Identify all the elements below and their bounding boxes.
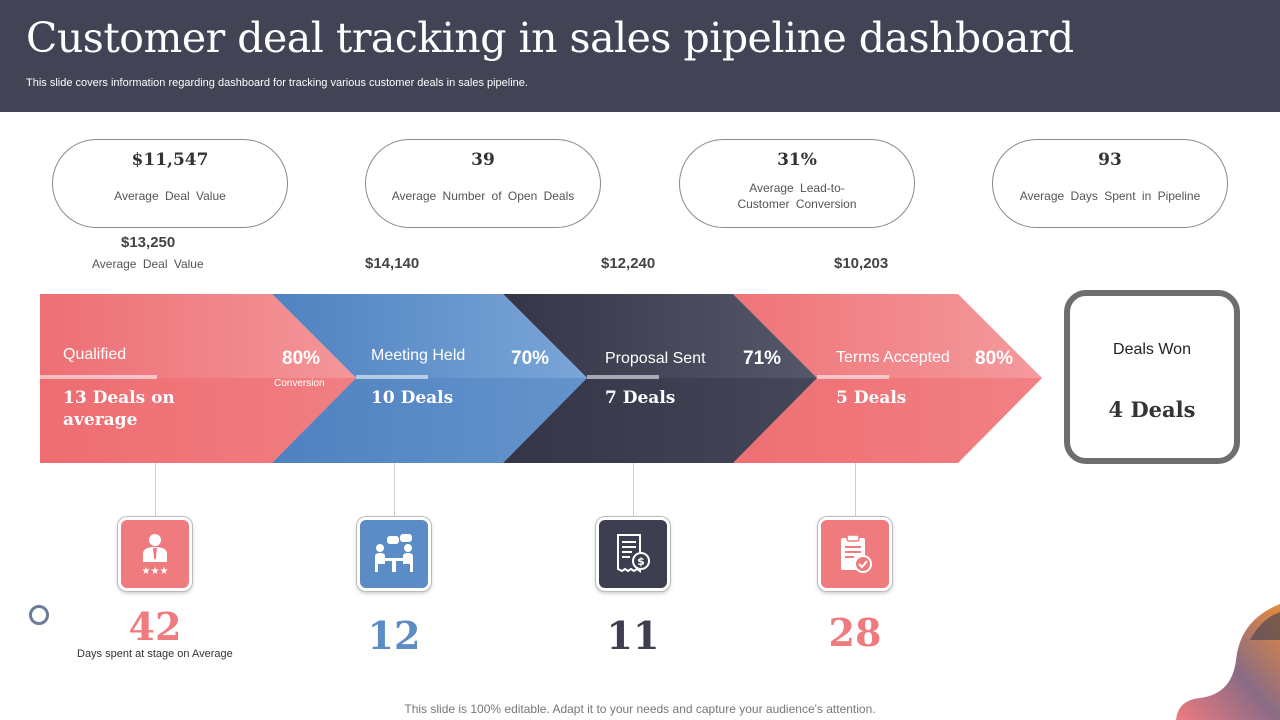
kpi-value: $11,547	[131, 150, 209, 170]
stage-progress-bar	[587, 375, 659, 379]
deals-won-card: Deals Won 4 Deals	[1064, 290, 1240, 464]
kpi-days-in-pipeline: 93 Average Days Spent in Pipeline	[992, 139, 1228, 228]
deal-value-terms: $10,203	[834, 255, 889, 272]
stage-terms-accepted-label: Terms Accepted	[836, 349, 950, 366]
stage-progress-bar	[817, 375, 889, 379]
days-qualified: 42	[128, 604, 182, 649]
conversion-label: Conversion	[274, 378, 325, 389]
kpi-average-deal-value: $11,547 Average Deal Value	[52, 139, 288, 228]
kpi-label: Average Lead-to-Customer Conversion	[737, 181, 857, 211]
connector-line	[633, 463, 634, 518]
connector-line	[855, 463, 856, 518]
rated-employee-icon: ★★★	[118, 517, 192, 591]
kpi-label: Average Deal Value	[114, 189, 226, 203]
footer-note: This slide is 100% editable. Adapt it to…	[404, 702, 876, 716]
meeting-icon	[357, 517, 431, 591]
connector-line	[155, 463, 156, 518]
kpi-value: 31%	[777, 150, 817, 170]
svg-text:★★★: ★★★	[142, 566, 169, 576]
decorative-ring	[29, 605, 49, 625]
deal-value-proposal: $12,240	[601, 255, 656, 272]
page-subtitle: This slide covers information regarding …	[26, 77, 528, 89]
kpi-open-deals: 39 Average Number of Open Deals	[365, 139, 601, 228]
stage-meeting-held-label: Meeting Held	[371, 347, 466, 364]
days-terms-accepted: 28	[828, 610, 882, 655]
deal-value-meeting: $14,140	[365, 255, 420, 272]
stage-meeting-held-deals: 10 Deals	[371, 388, 454, 408]
kpi-lead-conversion: 31% Average Lead-to-Customer Conversion	[679, 139, 915, 228]
approved-document-icon	[818, 517, 892, 591]
days-label: Days spent at stage on Average	[77, 648, 233, 660]
stage-progress-bar	[356, 375, 428, 379]
kpi-label: Average Number of Open Deals	[391, 189, 575, 203]
invoice-icon: $	[596, 517, 670, 591]
deals-won-label: Deals Won	[1113, 341, 1191, 358]
stage-terms-accepted-deals: 5 Deals	[836, 388, 907, 408]
connector-line	[394, 463, 395, 518]
svg-text:$: $	[637, 555, 645, 568]
stage-proposal-sent-label: Proposal Sent	[605, 350, 706, 367]
page-title: Customer deal tracking in sales pipeline…	[26, 14, 1074, 62]
stage-qualified-deals: 13 Deals on average	[63, 388, 175, 430]
header-bar: Customer deal tracking in sales pipeline…	[0, 0, 1280, 112]
days-proposal-sent: 11	[606, 613, 660, 658]
kpi-label: Average Days Spent in Pipeline	[1019, 189, 1201, 203]
deal-value-qualified: $13,250	[121, 234, 176, 251]
kpi-value: 93	[1098, 150, 1122, 170]
stage-proposal-sent-deals: 7 Deals	[605, 388, 676, 408]
stage-terms-accepted-percent: 80%	[975, 348, 1014, 369]
stage-proposal-sent-percent: 71%	[743, 348, 782, 369]
stage-qualified-percent: 80%	[282, 348, 321, 369]
deals-won-value: 4 Deals	[1108, 397, 1196, 422]
deal-value-label: Average Deal Value	[92, 257, 204, 271]
stage-meeting-held-percent: 70%	[511, 348, 550, 369]
stage-progress-bar	[40, 375, 157, 379]
days-meeting-held: 12	[367, 613, 421, 658]
kpi-value: 39	[471, 150, 495, 170]
stage-qualified-label: Qualified	[63, 346, 127, 363]
